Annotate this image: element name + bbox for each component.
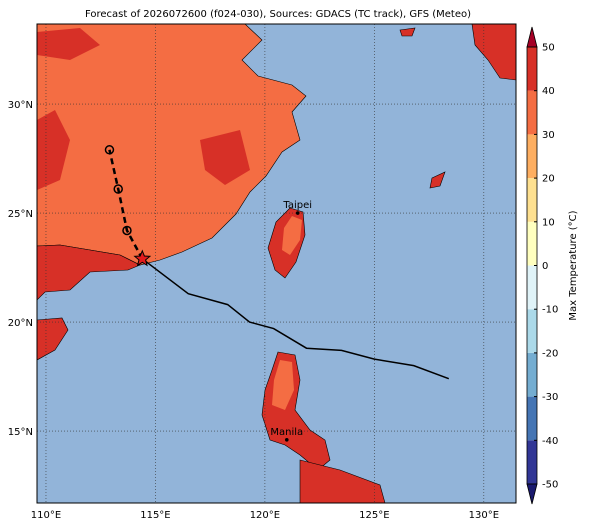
colorbar-tick-label: -40 (542, 436, 558, 447)
forecast-point (104, 145, 115, 155)
hot-region (37, 110, 70, 190)
storm-position (133, 249, 152, 267)
hot-region (37, 28, 100, 60)
track-line (141, 258, 450, 380)
colorbar-bin (527, 221, 537, 266)
city-marker (284, 437, 289, 442)
hainan (37, 317, 69, 361)
luzon-core (272, 360, 294, 410)
colorbar-over (526, 26, 538, 48)
colorbar-bin (527, 352, 537, 397)
island (429, 171, 446, 189)
colorbar-tick-label: 50 (542, 43, 555, 54)
colorbar-under (526, 483, 538, 505)
japan (471, 24, 516, 81)
colorbar-tick-label: -20 (542, 348, 558, 359)
lat-label: 15°N (8, 427, 33, 438)
colorbar-tick-label: -50 (542, 480, 558, 491)
colorbar-tick-label: -10 (542, 305, 558, 316)
colorbar-bin (527, 396, 537, 441)
lat-label: 25°N (8, 209, 33, 220)
colorbar-bin (527, 178, 537, 222)
hot-region (200, 130, 250, 185)
city-label: Manila (270, 427, 303, 438)
colorbar-bin (527, 134, 537, 179)
colorbar-label: Max Temperature (°C) (568, 210, 579, 320)
lon-label: 120°E (250, 510, 280, 521)
forecast-line (108, 149, 144, 260)
map-area: Taipei Manila (37, 24, 516, 503)
visayas (299, 459, 386, 503)
colorbar-tick-label: 40 (542, 86, 555, 97)
lat-label: 20°N (8, 318, 33, 329)
colorbar-bin (527, 309, 537, 353)
lon-label: 130°E (469, 510, 499, 521)
colorbar-bin (527, 440, 537, 484)
colorbar-tick-label: 20 (542, 174, 555, 185)
colorbar-tick-label: 0 (542, 261, 548, 272)
colorbar-tick-label: 30 (542, 130, 555, 141)
coast-south (37, 244, 141, 301)
forecast-point (113, 184, 123, 194)
colorbar-bin (527, 47, 537, 91)
colorbar-bin (527, 265, 537, 310)
forecast-point (122, 225, 132, 236)
taiwan-core (282, 216, 302, 255)
lon-label: 115°E (140, 510, 170, 521)
colorbar-tick-label: 10 (542, 217, 555, 228)
city-label: Taipei (282, 200, 312, 211)
colorbar-bin (527, 90, 537, 135)
island (399, 27, 416, 37)
colorbar-tick-label: -30 (542, 392, 558, 403)
map-title: Forecast of 2026072600 (f024-030), Sourc… (85, 9, 471, 20)
lon-label: 125°E (359, 510, 389, 521)
lat-label: 30°N (8, 100, 33, 111)
city-marker (295, 211, 300, 215)
lon-label: 110°E (31, 510, 61, 521)
map-frame (36, 23, 517, 504)
